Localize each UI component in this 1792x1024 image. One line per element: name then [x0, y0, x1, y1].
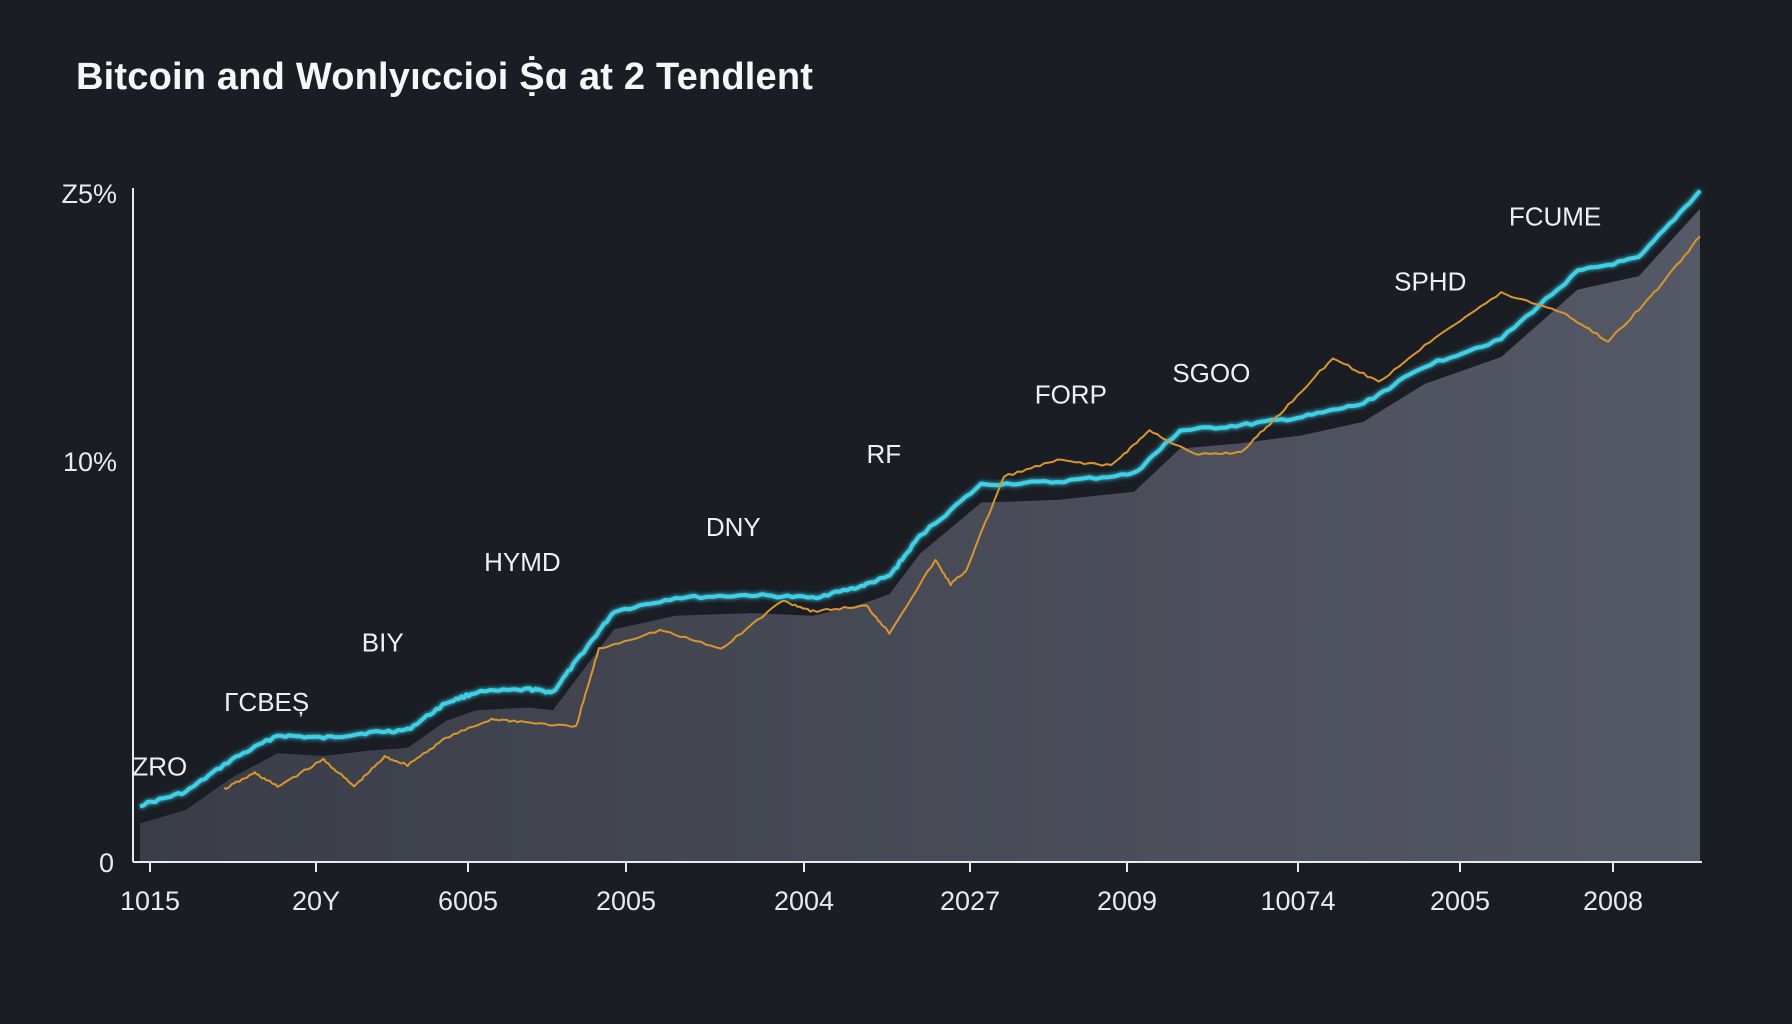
annotation-label: DΝY: [706, 512, 761, 542]
x-tick-label: 6005: [438, 886, 498, 916]
x-tick-label: 2005: [596, 886, 656, 916]
y-tick-label: Z5%: [61, 179, 117, 209]
x-ticks: 1015 20Y 6005 2005 2004 2027 2009 10074 2005 2008: [120, 862, 1643, 916]
series-line-2: [223, 235, 1701, 790]
annotation-label: SPHD: [1394, 266, 1466, 296]
annotation-label: FCUME: [1509, 202, 1601, 232]
annotation-label: SGOO: [1172, 358, 1250, 388]
annotation-label: ΗYMD: [484, 547, 561, 577]
annotation-label: FORP: [1035, 380, 1107, 410]
x-tick-label: 2004: [774, 886, 834, 916]
x-tick-label: 2008: [1583, 886, 1643, 916]
x-tick-label: 10074: [1260, 886, 1335, 916]
area-layer: [140, 208, 1700, 862]
annotation-label: RF: [866, 439, 901, 469]
x-tick-label: 2027: [940, 886, 1000, 916]
annotation-label: BIY: [362, 628, 404, 658]
chart-title: Bitcoin and Wonlyıccioi Ṩɑ at 2 Tendlent: [76, 56, 814, 98]
x-tick-label: 2005: [1430, 886, 1490, 916]
annotation-label: ZRO: [132, 752, 187, 782]
y-tick-label: 10%: [63, 447, 117, 477]
series-line-1: [139, 189, 1702, 809]
annotation-label: ΓCBEȘ: [224, 687, 309, 717]
y-tick-label: 0: [99, 848, 114, 878]
area-fill: [140, 208, 1700, 862]
y-ticks: 0 10% Z5%: [61, 179, 117, 878]
series-lines: [139, 189, 1702, 809]
x-tick-label: 1015: [120, 886, 180, 916]
x-tick-label: 2009: [1097, 886, 1157, 916]
annotations: ZRO ΓCBEȘ BIY ΗYMD DΝY RF FORP SGOO SPHD FCUME: [132, 202, 1601, 782]
axes: [132, 188, 1702, 863]
x-tick-label: 20Y: [292, 886, 340, 916]
